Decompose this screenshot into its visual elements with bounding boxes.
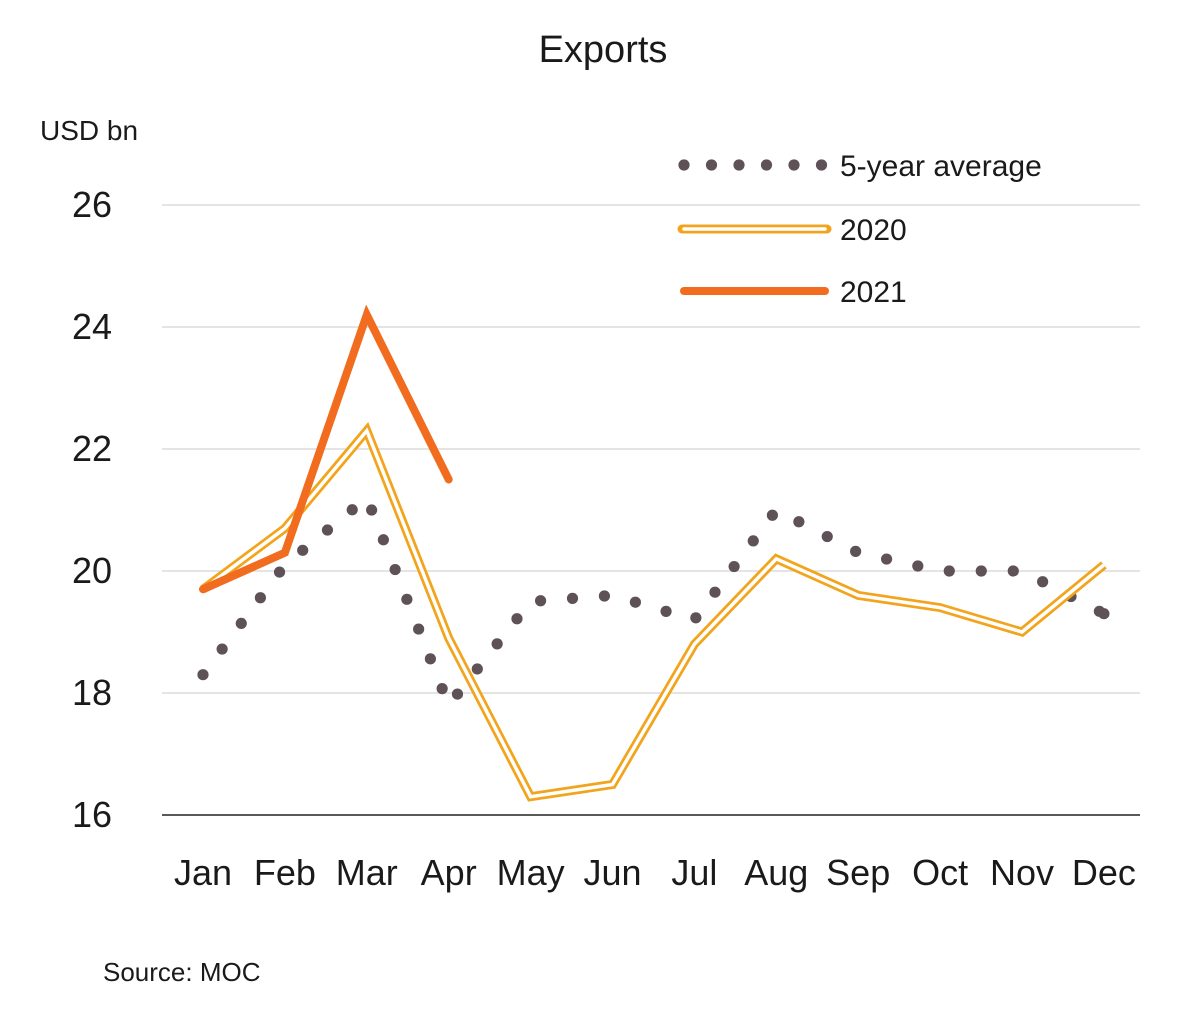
y-tick-label: 20 — [72, 550, 112, 591]
y-axis-unit-label: USD bn — [40, 115, 138, 146]
series-dot — [197, 669, 209, 681]
y-tick-label: 18 — [72, 672, 112, 713]
series-dot — [424, 653, 436, 665]
series-dot — [709, 586, 721, 598]
series-dot — [451, 688, 464, 700]
series-line-inner — [201, 427, 1106, 799]
series-dot — [377, 534, 389, 546]
legend-swatch-dot — [760, 159, 773, 171]
y-tick-label: 26 — [72, 184, 112, 225]
series-dot — [534, 595, 547, 607]
series-dot — [389, 563, 401, 576]
x-tick-label: Jun — [583, 852, 641, 893]
series-dot — [254, 592, 266, 604]
gridlines — [162, 204, 1140, 816]
series-dot — [912, 560, 924, 572]
series-dot — [975, 565, 987, 577]
series-5-year-average — [197, 504, 1110, 700]
legend-swatch-dot — [733, 159, 745, 171]
x-tick-label: Mar — [336, 852, 398, 893]
series-dot — [793, 516, 805, 528]
chart-title: Exports — [539, 29, 668, 71]
series-dot — [880, 553, 893, 565]
series-dot — [491, 638, 503, 650]
series-dot — [598, 590, 611, 602]
series-dot — [297, 544, 309, 556]
series-dot — [413, 623, 425, 635]
legend-swatch-dot — [705, 159, 718, 171]
series-dot — [747, 535, 759, 547]
series-dot — [821, 530, 833, 543]
x-tick-label: Feb — [254, 852, 316, 893]
series-dot — [766, 509, 778, 521]
series-dot — [321, 524, 334, 536]
series-dot — [1007, 565, 1019, 577]
series-dot — [1037, 576, 1049, 588]
y-tick-label: 16 — [72, 794, 112, 835]
x-tick-label: Apr — [421, 852, 477, 893]
series-dot — [401, 593, 413, 605]
y-axis-ticks: 16 18 20 22 24 26 — [72, 184, 112, 835]
series-line-outer — [200, 422, 1107, 802]
series-dot — [1098, 608, 1110, 620]
x-axis-ticks: Jan Feb Mar Apr May Jun Jul Aug Sep Oct Nov Dec — [174, 852, 1136, 893]
x-tick-label: Oct — [912, 852, 968, 893]
series-dot — [471, 663, 483, 675]
x-tick-label: Nov — [990, 852, 1054, 893]
legend: 5-year average 2020 2021 — [677, 150, 1042, 309]
series-dot — [566, 592, 579, 604]
series-dot — [629, 596, 641, 608]
legend-label: 2020 — [840, 214, 907, 247]
series-dot — [943, 565, 955, 577]
series-dot — [436, 683, 448, 695]
legend-label: 5-year average — [840, 150, 1042, 183]
series-line — [199, 304, 453, 594]
legend-swatch-dot — [815, 159, 828, 171]
legend-swatch-dot — [788, 159, 800, 171]
legend-label: 2021 — [840, 276, 907, 309]
x-tick-label: Aug — [744, 852, 808, 893]
series-dot — [728, 560, 740, 573]
x-tick-label: Sep — [826, 852, 890, 893]
series-dot — [660, 605, 672, 617]
series-dot — [511, 613, 523, 625]
series-dot — [273, 566, 286, 578]
x-tick-label: Jan — [174, 852, 232, 893]
x-tick-label: May — [497, 852, 565, 893]
legend-item: 5-year average — [678, 150, 1042, 183]
x-tick-label: Jul — [671, 852, 717, 893]
series-lines — [197, 304, 1110, 802]
legend-item: 2021 — [680, 276, 907, 309]
series-dot — [216, 643, 228, 655]
series-dot — [235, 617, 247, 629]
y-tick-label: 24 — [72, 306, 112, 347]
legend-item: 2020 — [677, 214, 907, 247]
series-2020 — [200, 422, 1107, 802]
x-tick-label: Dec — [1072, 852, 1136, 893]
series-2021 — [199, 304, 453, 594]
y-tick-label: 22 — [72, 428, 112, 469]
source-note: Source: MOC — [103, 957, 261, 987]
series-dot — [690, 612, 702, 624]
series-dot — [366, 504, 378, 516]
legend-swatch-dot — [678, 159, 690, 171]
series-dot — [850, 545, 862, 557]
series-dot — [346, 504, 358, 516]
